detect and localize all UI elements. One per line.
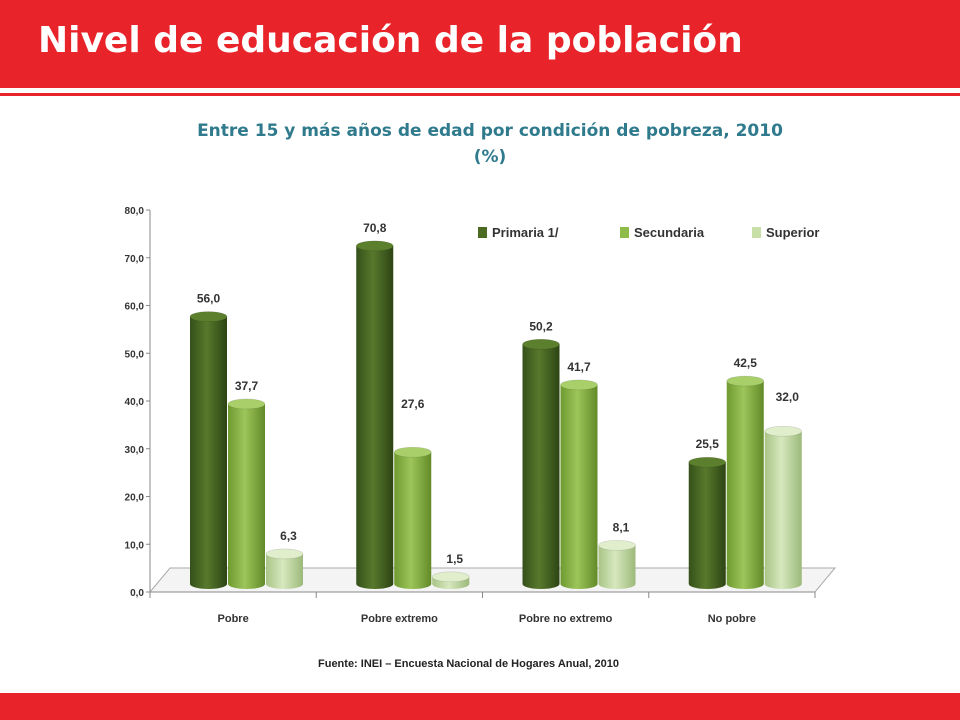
bar-base (394, 579, 432, 589)
legend-label: Primaria 1/ (492, 225, 559, 240)
header-bar: Nivel de educación de la población (0, 0, 960, 88)
legend-swatch (752, 227, 761, 238)
bar (764, 425, 803, 589)
bar-body (726, 381, 764, 584)
y-tick-label: 70,0 (125, 254, 145, 265)
bar-body (764, 431, 802, 584)
legend-swatch (620, 227, 629, 238)
bar-body (522, 344, 560, 584)
bar-base (598, 579, 636, 589)
data-label: 70,8 (363, 221, 387, 235)
y-tick-label: 0,0 (130, 588, 144, 599)
y-tick-label: 60,0 (125, 302, 145, 313)
source-note: Fuente: INEI – Encuesta Nacional de Hoga… (318, 658, 619, 670)
data-label: 56,0 (197, 292, 221, 306)
y-tick-label: 20,0 (125, 493, 145, 504)
bar-base (764, 579, 802, 589)
y-tick-label: 30,0 (125, 445, 145, 456)
data-label: 37,7 (235, 379, 259, 393)
bar (560, 379, 598, 589)
data-label: 25,5 (696, 437, 720, 451)
data-label: 50,2 (529, 319, 553, 333)
chart-subtitle: (%) (473, 147, 507, 167)
bar-base (266, 579, 303, 589)
data-label: 8,1 (613, 520, 630, 534)
bar-top (265, 548, 304, 560)
y-tick-label: 50,0 (125, 349, 145, 360)
bar-body (190, 316, 227, 584)
bar (265, 548, 304, 589)
bar-base (560, 579, 598, 589)
header-divider (0, 93, 960, 96)
y-tick-label: 40,0 (125, 397, 145, 408)
bar-top (688, 456, 727, 468)
bar-top (726, 375, 765, 387)
bar (688, 456, 727, 589)
x-tick-label: Pobre (218, 613, 249, 625)
data-label: 1,5 (446, 552, 463, 566)
bar-top (393, 446, 432, 458)
bar-body (560, 384, 598, 584)
legend-label: Superior (766, 225, 819, 240)
data-label: 6,3 (280, 529, 297, 543)
bar (726, 375, 765, 589)
footer-bar (0, 693, 960, 720)
data-label: 32,0 (776, 390, 800, 404)
bar-body (356, 245, 394, 584)
x-tick-label: No pobre (708, 613, 756, 625)
bar-top (431, 571, 470, 583)
data-label: 27,6 (401, 397, 425, 411)
bar (431, 571, 470, 589)
chart-title: Entre 15 y más años de edad por condició… (197, 121, 783, 141)
bar-base (688, 579, 726, 589)
bar-body (266, 553, 303, 584)
bar-base (228, 579, 265, 589)
page-title: Nivel de educación de la población (38, 20, 743, 61)
bar (598, 540, 636, 589)
bar-base (726, 579, 764, 589)
bar (393, 446, 432, 589)
bar-top (598, 540, 636, 551)
bar-body (228, 403, 265, 584)
bar (227, 398, 266, 589)
legend-label: Secundaria (634, 225, 705, 240)
bar-top (560, 379, 598, 391)
bar-base (432, 579, 470, 589)
y-tick-label: 10,0 (125, 540, 145, 551)
bar (355, 240, 394, 589)
legend-swatch (478, 227, 487, 238)
data-label: 42,5 (734, 356, 758, 370)
bar-top (189, 311, 228, 322)
bar (522, 338, 560, 589)
bar-body (598, 545, 636, 584)
x-tick-label: Pobre extremo (361, 613, 438, 625)
bar-base (522, 579, 560, 589)
bar-top (355, 240, 394, 252)
bar-top (227, 398, 266, 410)
data-label: 41,7 (567, 360, 591, 374)
bar-base (356, 579, 394, 589)
bar-top (522, 338, 560, 350)
bar-base (190, 579, 227, 589)
y-tick-label: 80,0 (125, 206, 145, 217)
bar-top (764, 425, 803, 437)
chart-title-block: Entre 15 y más años de edad por condició… (0, 118, 960, 170)
x-tick-label: Pobre no extremo (519, 613, 613, 625)
bar-body (394, 452, 432, 584)
bar (189, 311, 228, 589)
bar-body (688, 462, 726, 584)
